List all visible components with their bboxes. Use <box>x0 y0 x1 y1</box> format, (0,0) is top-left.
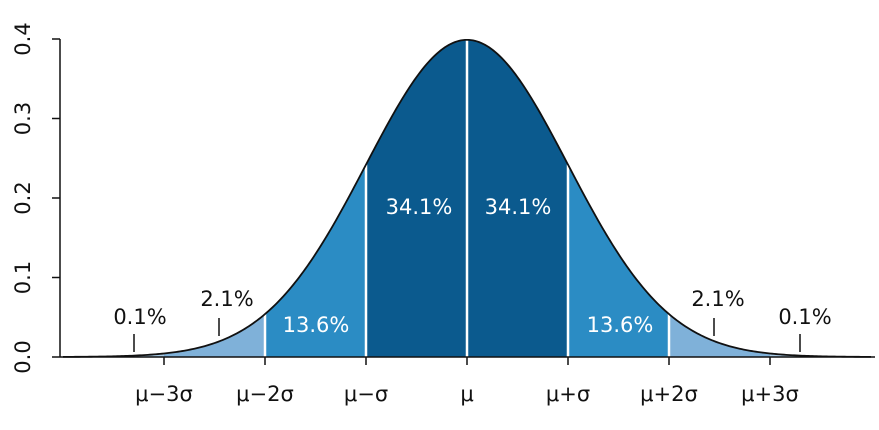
y-tick-label: 0.1 <box>11 261 35 294</box>
x-tick-label: μ+2σ <box>640 382 698 406</box>
x-tick-label: μ−σ <box>344 382 388 406</box>
segment-label: 0.1% <box>778 305 831 329</box>
segment-label: 34.1% <box>386 195 453 219</box>
segment-label: 34.1% <box>485 195 552 219</box>
segment-label: 2.1% <box>200 287 253 311</box>
density-curve <box>62 38 872 358</box>
y-tick-label: 0.0 <box>11 340 35 373</box>
x-tick-label: μ−3σ <box>135 382 193 406</box>
y-tick-label: 0.3 <box>11 102 35 135</box>
segment-label: 2.1% <box>691 287 744 311</box>
x-tick-label: μ+3σ <box>741 382 799 406</box>
segment-area <box>669 314 770 357</box>
segment-area <box>164 314 265 357</box>
segment-label: 0.1% <box>113 305 166 329</box>
x-tick-label: μ <box>460 382 473 406</box>
segment-label: 13.6% <box>587 313 654 337</box>
y-tick-label: 0.4 <box>11 22 35 55</box>
segment-label: 13.6% <box>283 313 350 337</box>
y-tick-label: 0.2 <box>11 181 35 214</box>
x-tick-label: μ−2σ <box>236 382 294 406</box>
x-tick-label: μ+σ <box>546 382 590 406</box>
